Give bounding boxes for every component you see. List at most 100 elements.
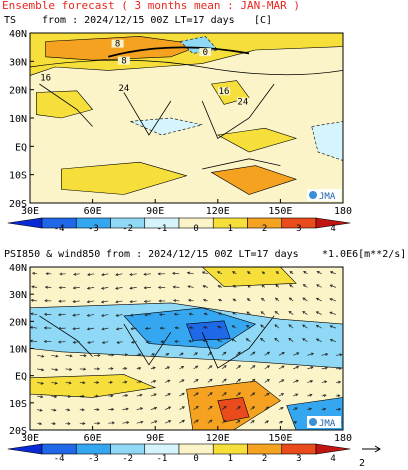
colorbar-tick-label: 4: [330, 454, 335, 464]
wind-arrow: [236, 419, 241, 424]
wind-arrow: [278, 365, 285, 370]
jma-logo-text: JMA: [319, 192, 336, 202]
wind-arrow: [293, 352, 299, 356]
wind-arrow-head: [109, 380, 114, 384]
wind-arrow: [173, 286, 180, 288]
wind-arrow-head: [209, 378, 213, 382]
wind-arrow: [32, 272, 38, 275]
wind-arrow-head: [246, 311, 250, 315]
wind-arrow: [193, 392, 199, 397]
colorbar-segment: [144, 443, 180, 455]
wind-arrow-head: [151, 353, 156, 357]
wind-arrow: [165, 406, 171, 410]
wind-arrow-head: [101, 340, 105, 344]
wind-arrow: [136, 394, 143, 397]
wind-arrow: [330, 271, 337, 275]
wind-arrow: [165, 420, 171, 424]
wind-arrow: [116, 327, 123, 330]
wind-arrow-head: [218, 298, 222, 302]
wind-arrow-head: [323, 394, 327, 398]
wind-arrow-head: [288, 324, 292, 328]
colorbar-tick-label: 0: [193, 454, 198, 464]
reference-scale-label: 2: [359, 458, 365, 469]
contour-label: 0: [203, 48, 208, 58]
wind-arrow-head: [86, 313, 90, 317]
wind-arrow: [250, 420, 255, 424]
wind-arrow-head: [81, 394, 85, 398]
wind-arrow: [329, 298, 337, 302]
wind-arrow-head: [43, 326, 47, 330]
wind-arrow: [236, 365, 241, 370]
wind-arrow-head: [209, 405, 213, 409]
wind-arrow-head: [43, 340, 47, 344]
wind-arrow-head: [157, 285, 161, 289]
wind-arrow-head: [246, 298, 250, 302]
wind-arrow-head: [246, 271, 251, 275]
wind-arrow: [130, 314, 137, 316]
wind-arrow: [150, 380, 156, 383]
wind-arrow-head: [144, 326, 149, 330]
wind-arrow-head: [280, 407, 284, 410]
colorbar-over: [315, 217, 351, 229]
jma-logo-text: JMA: [319, 419, 336, 429]
wind-arrow: [302, 324, 308, 329]
wind-arrow-head: [67, 408, 71, 412]
contour-label-bg: [117, 56, 130, 65]
wind-arrow: [116, 314, 123, 317]
wind-arrow-head: [202, 285, 206, 288]
wind-arrow-head: [237, 351, 241, 355]
map-field: 88 0 16 24 16 24: [30, 33, 343, 203]
wind-arrow: [122, 381, 127, 383]
wind-arrow-head: [145, 340, 149, 344]
wind-arrow: [72, 314, 80, 316]
wind-arrow-head: [181, 419, 186, 423]
colorbar-under: [7, 217, 43, 229]
wind-arrow-head: [295, 393, 299, 397]
positive-psi-north: [201, 267, 297, 287]
wind-arrow-head: [187, 285, 191, 289]
wind-arrow-head: [144, 313, 148, 317]
wind-arrow-head: [174, 326, 178, 330]
colorbar-segment: [75, 443, 111, 455]
wind-arrow-head: [216, 271, 221, 274]
wind-arrow: [288, 338, 294, 342]
wind-arrow-head: [181, 406, 186, 410]
wind-arrow-head: [223, 365, 227, 369]
x-tick-label: 60E: [84, 433, 102, 444]
wind-arrow-head: [166, 353, 170, 356]
wind-arrow-head: [237, 365, 241, 368]
contour-label-bg: [111, 39, 124, 48]
coastline: [39, 83, 281, 170]
wind-vectors: [30, 270, 343, 426]
warm-anomaly-australia: [210, 165, 298, 195]
wind-arrow: [207, 392, 213, 397]
cool-anomaly-pacific: [311, 121, 343, 161]
wind-arrow-head: [181, 366, 185, 369]
wind-arrow-head: [58, 299, 62, 303]
jma-logo-icon: [309, 418, 317, 426]
wind-arrow-head: [72, 313, 76, 317]
wind-arrow-head: [43, 312, 48, 316]
wind-arrow: [87, 300, 95, 303]
wind-arrow-head: [153, 380, 157, 383]
wind-arrow: [51, 409, 56, 411]
ts-subtitle: from : 2024/12/15 00Z LT=17 days: [42, 15, 235, 26]
wind-arrow: [274, 324, 280, 329]
colorbar-tick-label: -2: [122, 224, 133, 234]
wind-arrow-head: [67, 394, 72, 398]
wind-arrow: [289, 297, 294, 302]
wind-arrow: [217, 325, 223, 329]
wind-arrow-head: [223, 351, 227, 355]
wind-arrow-head: [31, 285, 35, 289]
wind-arrow: [189, 313, 194, 315]
x-tick-label: 150E: [268, 433, 292, 444]
wind-arrow: [321, 381, 327, 383]
wind-arrow-head: [294, 421, 298, 424]
wind-arrow-head: [115, 313, 119, 317]
wind-arrow: [203, 326, 208, 329]
wind-arrow: [221, 378, 227, 383]
wind-arrow-head: [338, 366, 342, 370]
wind-arrow-head: [203, 312, 207, 316]
wind-arrow: [102, 341, 109, 344]
